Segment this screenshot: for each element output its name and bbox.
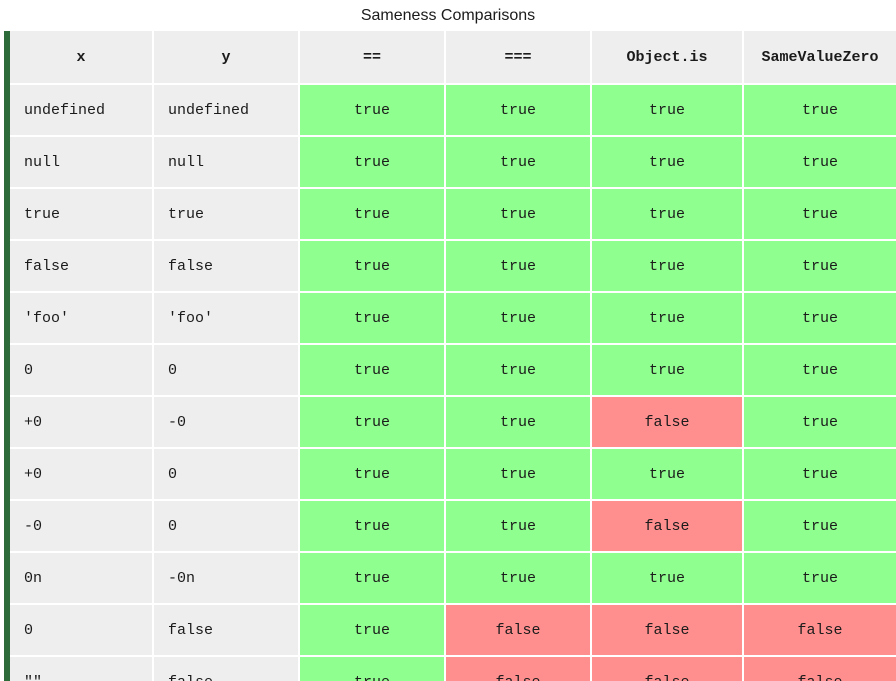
table-row: 0 0 true true true true [10, 345, 896, 397]
x-value-cell: 'foo' [10, 293, 154, 345]
samevaluezero-cell: true [744, 137, 896, 189]
y-value-cell: false [154, 605, 300, 657]
x-value-cell: 0n [10, 553, 154, 605]
table-body: undefined undefined true true true true null nu… [10, 85, 896, 681]
object-is-cell: true [592, 345, 744, 397]
table-row: null null true true true true [10, 137, 896, 189]
x-value-cell: +0 [10, 449, 154, 501]
strict-equality-cell: false [446, 605, 592, 657]
loose-equality-cell: true [300, 293, 446, 345]
x-value-cell: undefined [10, 85, 154, 137]
column-header-y: y [154, 31, 300, 85]
table-row: 0n -0n true true true true [10, 553, 896, 605]
y-value-cell: 'foo' [154, 293, 300, 345]
column-header-samevaluezero: SameValueZero [744, 31, 896, 85]
samevaluezero-cell: true [744, 85, 896, 137]
y-value-cell: false [154, 657, 300, 681]
y-value-cell: 0 [154, 345, 300, 397]
table-row: undefined undefined true true true true [10, 85, 896, 137]
column-header-loose-equality: == [300, 31, 446, 85]
loose-equality-cell: true [300, 605, 446, 657]
table-row: 0 false true false false false [10, 605, 896, 657]
loose-equality-cell: true [300, 137, 446, 189]
object-is-cell: true [592, 137, 744, 189]
table-caption: Sameness Comparisons [360, 7, 536, 24]
strict-equality-cell: true [446, 85, 592, 137]
strict-equality-cell: true [446, 397, 592, 449]
object-is-cell: false [592, 397, 744, 449]
loose-equality-cell: true [300, 397, 446, 449]
y-value-cell: 0 [154, 449, 300, 501]
strict-equality-cell: true [446, 501, 592, 553]
y-value-cell: -0n [154, 553, 300, 605]
strict-equality-cell: true [446, 189, 592, 241]
table-row: -0 0 true true false true [10, 501, 896, 553]
y-value-cell: true [154, 189, 300, 241]
loose-equality-cell: true [300, 501, 446, 553]
x-value-cell: 0 [10, 605, 154, 657]
header-row: x y == === Object.is SameValueZero [10, 31, 896, 85]
y-value-cell: undefined [154, 85, 300, 137]
table-row: +0 0 true true true true [10, 449, 896, 501]
samevaluezero-cell: false [744, 605, 896, 657]
object-is-cell: true [592, 85, 744, 137]
table-row: 'foo''foo' true true true true [10, 293, 896, 345]
object-is-cell: false [592, 501, 744, 553]
x-value-cell: true [10, 189, 154, 241]
loose-equality-cell: true [300, 657, 446, 681]
loose-equality-cell: true [300, 241, 446, 293]
object-is-cell: true [592, 241, 744, 293]
strict-equality-cell: true [446, 553, 592, 605]
comparison-table-container: x y == === Object.is SameValueZero undef… [4, 31, 896, 681]
y-value-cell: false [154, 241, 300, 293]
loose-equality-cell: true [300, 85, 446, 137]
samevaluezero-cell: true [744, 241, 896, 293]
table-row: true true true true true true [10, 189, 896, 241]
x-value-cell: null [10, 137, 154, 189]
y-value-cell: 0 [154, 501, 300, 553]
strict-equality-cell: true [446, 241, 592, 293]
object-is-cell: false [592, 605, 744, 657]
samevaluezero-cell: true [744, 345, 896, 397]
loose-equality-cell: true [300, 345, 446, 397]
object-is-cell: true [592, 189, 744, 241]
object-is-cell: true [592, 449, 744, 501]
strict-equality-cell: false [446, 657, 592, 681]
samevaluezero-cell: true [744, 501, 896, 553]
loose-equality-cell: true [300, 189, 446, 241]
column-header-object-is: Object.is [592, 31, 744, 85]
x-value-cell: +0 [10, 397, 154, 449]
x-value-cell: -0 [10, 501, 154, 553]
samevaluezero-cell: false [744, 657, 896, 681]
strict-equality-cell: true [446, 449, 592, 501]
column-header-x: x [10, 31, 154, 85]
loose-equality-cell: true [300, 449, 446, 501]
x-value-cell: false [10, 241, 154, 293]
strict-equality-cell: true [446, 345, 592, 397]
loose-equality-cell: true [300, 553, 446, 605]
strict-equality-cell: true [446, 293, 592, 345]
table-row: false false true true true true [10, 241, 896, 293]
object-is-cell: true [592, 553, 744, 605]
object-is-cell: true [592, 293, 744, 345]
table-row: +0 -0 true true false true [10, 397, 896, 449]
samevaluezero-cell: true [744, 189, 896, 241]
y-value-cell: -0 [154, 397, 300, 449]
x-value-cell: "" [10, 657, 154, 681]
samevaluezero-cell: true [744, 553, 896, 605]
object-is-cell: false [592, 657, 744, 681]
samevaluezero-cell: true [744, 449, 896, 501]
y-value-cell: null [154, 137, 300, 189]
sameness-comparison-table: x y == === Object.is SameValueZero undef… [10, 31, 896, 681]
column-header-strict-equality: === [446, 31, 592, 85]
samevaluezero-cell: true [744, 293, 896, 345]
strict-equality-cell: true [446, 137, 592, 189]
samevaluezero-cell: true [744, 397, 896, 449]
x-value-cell: 0 [10, 345, 154, 397]
